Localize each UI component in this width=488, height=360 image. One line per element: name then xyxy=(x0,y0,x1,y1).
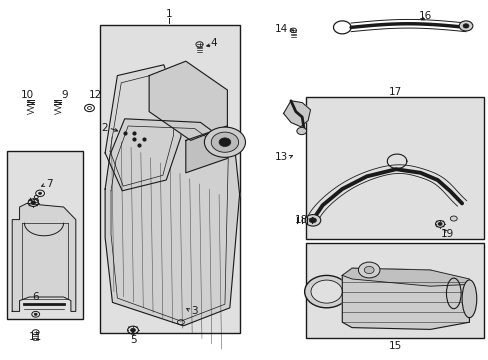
Circle shape xyxy=(462,24,468,28)
Circle shape xyxy=(31,201,36,204)
Bar xyxy=(305,97,483,239)
Text: 14: 14 xyxy=(275,24,288,34)
Text: 6: 6 xyxy=(32,292,39,302)
Polygon shape xyxy=(342,268,468,286)
Circle shape xyxy=(211,132,238,152)
Circle shape xyxy=(458,21,472,31)
Circle shape xyxy=(34,313,37,315)
Text: 3: 3 xyxy=(190,306,197,316)
Polygon shape xyxy=(149,61,227,140)
Circle shape xyxy=(304,275,348,308)
Text: 19: 19 xyxy=(440,229,453,239)
Polygon shape xyxy=(12,203,76,311)
Text: 16: 16 xyxy=(418,11,431,21)
Polygon shape xyxy=(283,101,310,127)
Text: 15: 15 xyxy=(387,341,401,351)
Bar xyxy=(7,151,83,319)
Text: 4: 4 xyxy=(210,38,217,48)
Polygon shape xyxy=(105,65,181,191)
Ellipse shape xyxy=(461,280,476,318)
Bar xyxy=(100,25,239,333)
Circle shape xyxy=(364,266,373,274)
Circle shape xyxy=(219,138,230,147)
Text: 9: 9 xyxy=(61,90,68,100)
Polygon shape xyxy=(105,119,239,326)
Text: 18: 18 xyxy=(294,215,307,225)
Circle shape xyxy=(296,127,306,135)
Text: 10: 10 xyxy=(20,90,33,100)
Text: 1: 1 xyxy=(165,9,172,19)
Text: 17: 17 xyxy=(387,87,401,97)
Circle shape xyxy=(309,218,316,223)
Bar xyxy=(305,243,483,338)
Circle shape xyxy=(204,127,245,157)
Text: 8: 8 xyxy=(32,195,39,205)
Text: 7: 7 xyxy=(46,179,53,189)
Circle shape xyxy=(310,280,342,303)
Text: 2: 2 xyxy=(101,123,107,133)
Circle shape xyxy=(437,222,441,225)
Polygon shape xyxy=(185,126,227,173)
Text: 5: 5 xyxy=(129,335,136,345)
Text: 13: 13 xyxy=(275,152,288,162)
Polygon shape xyxy=(342,268,468,329)
Circle shape xyxy=(305,215,320,226)
Circle shape xyxy=(358,262,379,278)
Circle shape xyxy=(39,192,41,194)
Text: 12: 12 xyxy=(88,90,102,100)
Circle shape xyxy=(449,216,456,221)
Text: 11: 11 xyxy=(29,332,42,342)
Circle shape xyxy=(130,328,135,332)
